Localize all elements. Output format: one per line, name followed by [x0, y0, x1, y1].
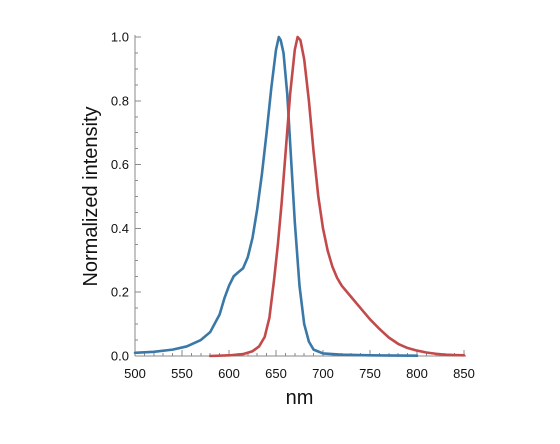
y-tick-label: 0.4: [111, 221, 129, 236]
x-tick-label: 850: [453, 366, 475, 381]
axes: [134, 35, 466, 357]
y-ticks: 0.0 0.2 0.4 0.6 0.8 1.0: [111, 30, 141, 364]
y-tick-label: 0.8: [111, 93, 129, 108]
x-tick-label: 700: [312, 366, 334, 381]
x-tick-label: 500: [124, 366, 146, 381]
y-tick-label: 0.6: [111, 157, 129, 172]
x-tick-label: 550: [171, 366, 193, 381]
y-axis-title: Normalized intensity: [80, 106, 102, 286]
y-tick-label: 0.0: [111, 349, 129, 364]
y-tick-label: 0.2: [111, 285, 129, 300]
y-tick-label: 1.0: [111, 30, 129, 45]
x-tick-label: 800: [406, 366, 428, 381]
series-line-red: [208, 35, 466, 358]
x-tick-label: 650: [265, 366, 287, 381]
series-line-blue: [133, 35, 419, 357]
x-axis-title: nm: [286, 387, 314, 409]
x-tick-label: 600: [218, 366, 240, 381]
x-ticks: 500 550 600 650 700 750 800 850: [124, 350, 475, 381]
series-layer: [133, 35, 466, 358]
x-tick-label: 750: [359, 366, 381, 381]
